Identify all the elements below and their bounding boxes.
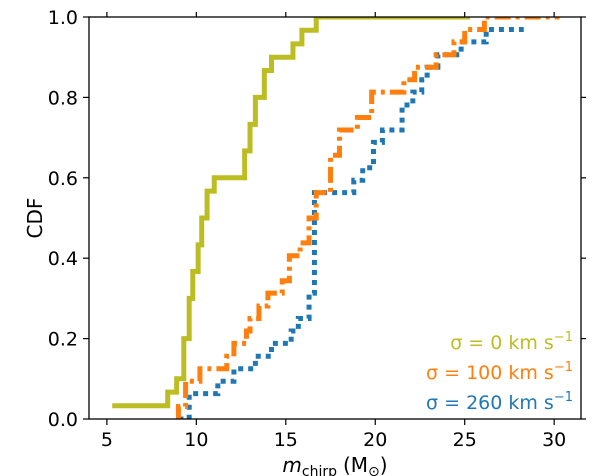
y-tick-label: 1.0: [48, 7, 78, 29]
x-tick-label: 25: [453, 429, 477, 451]
y-ticks: 0.0 0.2 0.4 0.6 0.8 1.0: [48, 7, 586, 431]
x-label-unit: (M: [343, 453, 368, 476]
x-label-main: m: [282, 453, 301, 476]
legend: σ = 0 km s−1σ = 100 km s−1σ = 260 km s−1: [426, 330, 573, 414]
x-tick-label: 30: [542, 429, 566, 451]
series-line-1: [175, 17, 560, 419]
x-tick-label: 20: [363, 429, 387, 451]
x-tick-label: 15: [274, 429, 298, 451]
y-tick-label: 0.6: [48, 168, 78, 190]
x-label-unit-sub: ⊙: [368, 464, 380, 476]
legend-entry-sup: −1: [554, 360, 573, 375]
x-tick-label: 10: [184, 429, 208, 451]
y-tick-label: 0.2: [48, 329, 78, 351]
legend-entry-text: σ = 260 km s: [426, 392, 554, 414]
x-axis-label: mchirp (M⊙): [282, 453, 387, 476]
x-tick-label: 5: [101, 429, 113, 451]
legend-entry-sup: −1: [554, 390, 573, 405]
y-axis-label: CDF: [23, 198, 47, 239]
legend-entry-0: σ = 0 km s−1: [450, 330, 573, 354]
x-ticks: 5 10 15 20 25 30: [101, 12, 566, 451]
x-label-close: ): [380, 453, 388, 476]
series-line-2: [178, 26, 524, 419]
plot-frame: [88, 16, 582, 420]
legend-entry-1: σ = 100 km s−1: [426, 360, 573, 384]
y-tick-label: 0.8: [48, 87, 78, 109]
legend-entry-text: σ = 0 km s: [450, 332, 554, 354]
x-label-sub: chirp: [302, 464, 337, 476]
series-line-0: [112, 17, 471, 409]
series-layer: [112, 17, 560, 419]
legend-entry-2: σ = 260 km s−1: [426, 390, 573, 414]
legend-entry-sup: −1: [554, 330, 573, 345]
legend-entry-text: σ = 100 km s: [426, 362, 554, 384]
y-tick-label: 0.0: [48, 409, 78, 431]
y-tick-label: 0.4: [48, 248, 78, 270]
